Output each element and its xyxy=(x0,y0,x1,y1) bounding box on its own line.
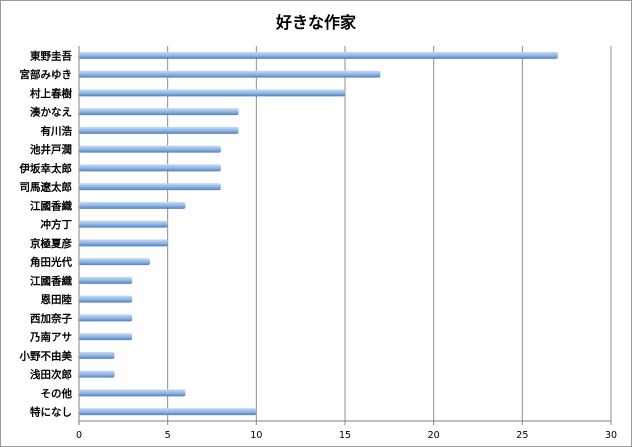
bar-4 xyxy=(79,126,239,134)
category-label-14: 西加奈子 xyxy=(30,312,72,325)
category-label-9: 冲方丁 xyxy=(41,218,73,231)
category-label-17: 浅田次郎 xyxy=(30,368,72,381)
bar-3 xyxy=(79,108,239,116)
bar-19 xyxy=(79,408,257,416)
bar-1 xyxy=(79,70,381,78)
bar-9 xyxy=(79,220,168,228)
bar-17 xyxy=(79,370,115,378)
x-tick-label-0: 0 xyxy=(76,430,82,441)
category-label-1: 宮部みゆき xyxy=(20,68,73,81)
x-tick-labels: 0 5 10 15 20 25 30 xyxy=(76,430,617,441)
x-tick-label-30: 30 xyxy=(605,430,617,441)
category-label-2: 村上春樹 xyxy=(30,87,72,100)
bar-7 xyxy=(79,183,221,191)
x-tick-label-20: 20 xyxy=(428,430,440,441)
category-label-0: 東野圭吾 xyxy=(30,49,72,62)
bars xyxy=(79,51,558,416)
category-label-15: 乃南アサ xyxy=(29,331,72,344)
bar-8 xyxy=(79,201,186,209)
bar-12 xyxy=(79,276,133,284)
x-tick-label-15: 15 xyxy=(339,430,351,441)
category-label-10: 京極夏彦 xyxy=(30,237,72,250)
category-label-4: 有川浩 xyxy=(41,124,73,137)
category-label-5: 池井戸潤 xyxy=(30,143,72,156)
bar-11 xyxy=(79,258,150,266)
category-label-16: 小野不由美 xyxy=(19,349,73,362)
category-label-13: 恩田陸 xyxy=(41,293,73,306)
x-tick-label-10: 10 xyxy=(250,430,262,441)
bar-5 xyxy=(79,145,221,153)
bar-16 xyxy=(79,351,115,359)
bar-6 xyxy=(79,164,221,172)
category-labels: 東野圭吾宮部みゆき村上春樹湊かなえ有川浩池井戸潤伊坂幸太郎司馬遼太郎江國香織冲方… xyxy=(19,49,73,418)
bar-18 xyxy=(79,389,186,397)
bar-15 xyxy=(79,333,133,341)
bar-10 xyxy=(79,239,168,247)
chart-title: 好きな作家 xyxy=(275,13,357,32)
bar-0 xyxy=(79,51,558,59)
category-label-7: 司馬遼太郎 xyxy=(20,181,73,194)
category-label-18: その他 xyxy=(41,387,73,400)
bar-14 xyxy=(79,314,133,322)
category-label-8: 江國香織 xyxy=(30,199,72,212)
category-label-12: 江國香織 xyxy=(30,274,72,287)
x-tick-label-5: 5 xyxy=(165,430,171,441)
category-label-11: 角田光代 xyxy=(30,256,72,269)
category-label-19: 特になし xyxy=(30,406,72,419)
bar-13 xyxy=(79,295,133,303)
x-tick-label-25: 25 xyxy=(516,430,528,441)
gridlines xyxy=(78,46,612,425)
category-label-3: 湊かなえ xyxy=(30,106,72,119)
category-label-6: 伊坂幸太郎 xyxy=(19,162,73,175)
bar-2 xyxy=(79,89,345,97)
